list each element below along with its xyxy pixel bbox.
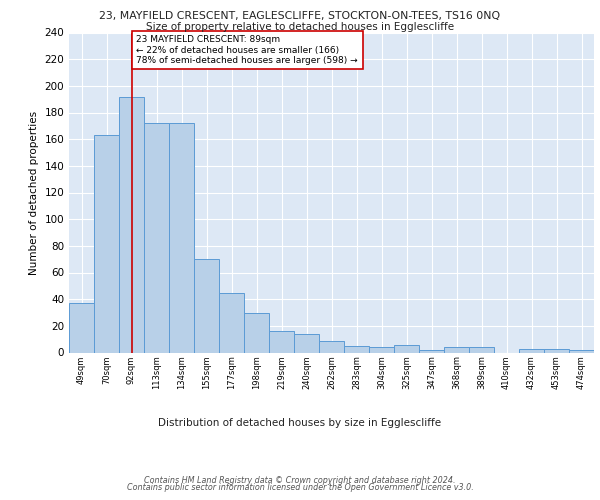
Bar: [144, 123, 169, 352]
Text: Distribution of detached houses by size in Egglescliffe: Distribution of detached houses by size …: [158, 418, 442, 428]
Text: 23, MAYFIELD CRESCENT, EAGLESCLIFFE, STOCKTON-ON-TEES, TS16 0NQ: 23, MAYFIELD CRESCENT, EAGLESCLIFFE, STO…: [100, 11, 500, 21]
Bar: [194, 259, 219, 352]
Text: Contains HM Land Registry data © Crown copyright and database right 2024.: Contains HM Land Registry data © Crown c…: [144, 476, 456, 485]
Bar: [344, 346, 369, 352]
Text: Contains public sector information licensed under the Open Government Licence v3: Contains public sector information licen…: [127, 484, 473, 492]
Bar: [544, 348, 569, 352]
Bar: [519, 348, 544, 352]
Bar: [319, 340, 344, 352]
Bar: [369, 347, 394, 352]
Bar: [69, 303, 94, 352]
Bar: [94, 135, 119, 352]
Bar: [469, 347, 494, 352]
Bar: [244, 312, 269, 352]
Text: 23 MAYFIELD CRESCENT: 89sqm
← 22% of detached houses are smaller (166)
78% of se: 23 MAYFIELD CRESCENT: 89sqm ← 22% of det…: [137, 35, 358, 65]
Bar: [169, 123, 194, 352]
Bar: [569, 350, 594, 352]
Bar: [119, 96, 144, 352]
Y-axis label: Number of detached properties: Number of detached properties: [29, 110, 39, 274]
Bar: [294, 334, 319, 352]
Bar: [269, 331, 294, 352]
Bar: [419, 350, 444, 352]
Bar: [219, 292, 244, 352]
Text: Size of property relative to detached houses in Egglescliffe: Size of property relative to detached ho…: [146, 22, 454, 32]
Bar: [394, 344, 419, 352]
Bar: [444, 347, 469, 352]
